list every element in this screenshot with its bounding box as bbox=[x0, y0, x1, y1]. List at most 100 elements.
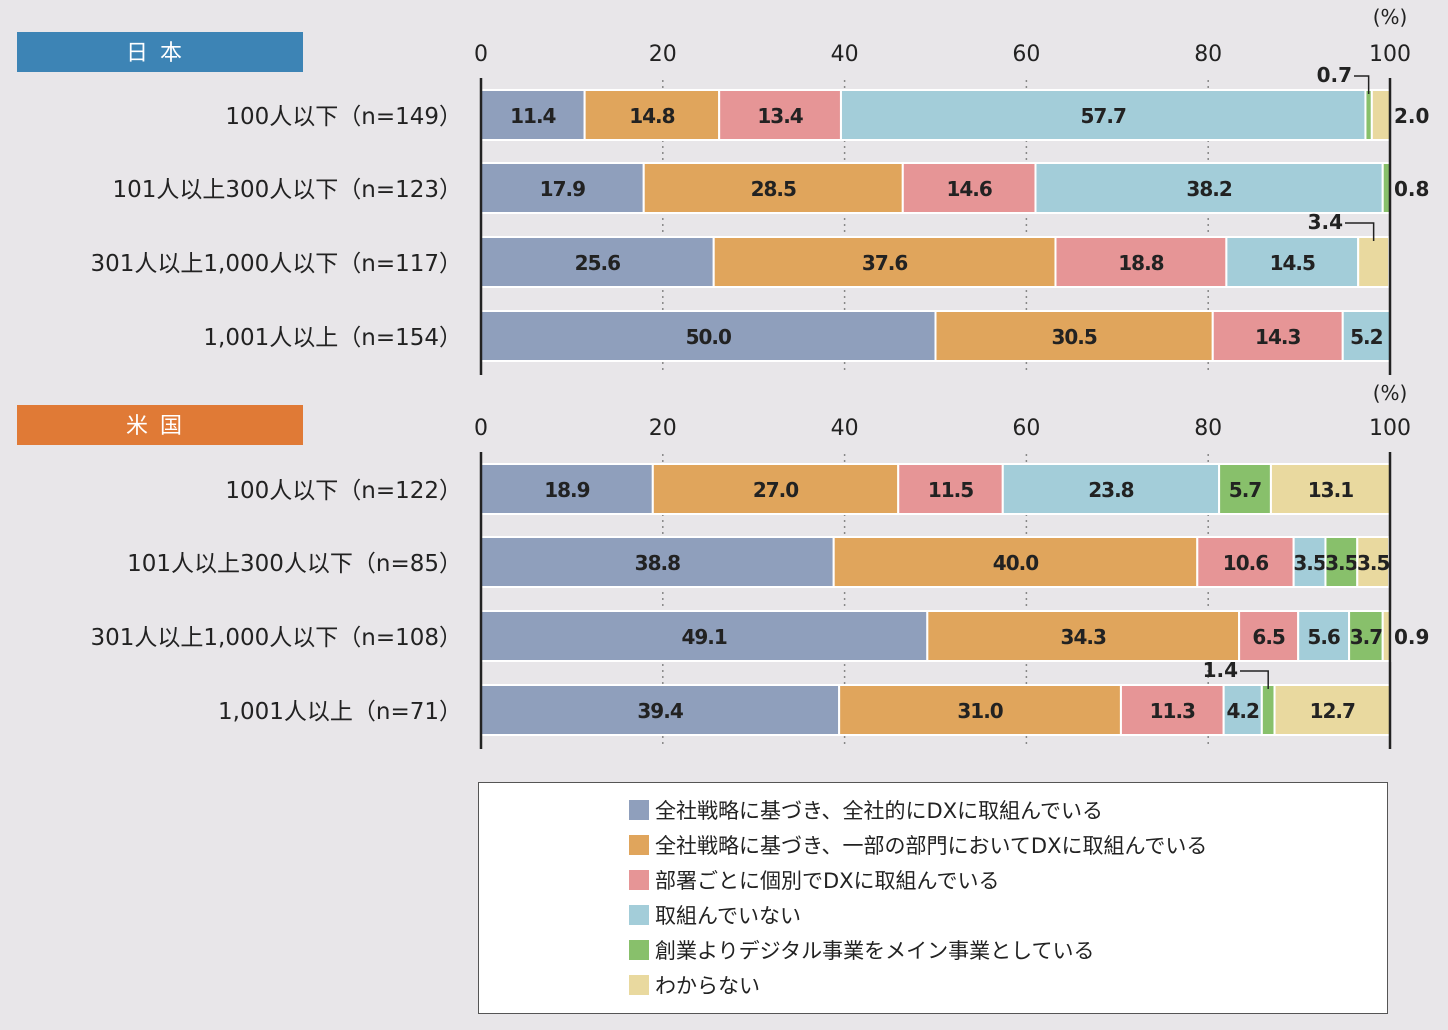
legend-label: 取組んでいない bbox=[655, 904, 801, 928]
label-leader bbox=[1354, 75, 1370, 94]
data-label: 57.7 bbox=[1081, 104, 1126, 128]
panel-title: 日本 bbox=[126, 41, 194, 66]
data-label: 30.5 bbox=[1051, 325, 1096, 349]
data-label: 10.6 bbox=[1223, 551, 1268, 575]
data-label: 3.4 bbox=[1308, 210, 1343, 234]
bar-segment bbox=[1260, 684, 1276, 736]
data-label: 5.2 bbox=[1350, 325, 1383, 349]
data-label: 3.7 bbox=[1350, 625, 1383, 649]
stacked-bar-chart: 日本 (%) 0 20 40 60 80 100 100人以下（n=149） 11.4 14.8 13… bbox=[17, 5, 1429, 749]
legend-item: 全社戦略に基づき、全社的にDXに取組んでいる bbox=[629, 795, 1103, 825]
bar-segment bbox=[1357, 236, 1391, 288]
data-label: 3.5 bbox=[1357, 551, 1390, 575]
bar-segment bbox=[1324, 536, 1359, 588]
data-label: 11.3 bbox=[1150, 699, 1195, 723]
legend-label: わからない bbox=[655, 974, 760, 998]
data-label: 13.1 bbox=[1308, 478, 1353, 502]
data-label: 11.5 bbox=[928, 478, 973, 502]
category-label: 100人以下（n=122） bbox=[225, 478, 462, 504]
data-label: 6.5 bbox=[1252, 625, 1285, 649]
x-tick-label: 0 bbox=[474, 42, 488, 67]
data-label: 1.4 bbox=[1203, 658, 1238, 682]
bar-segment bbox=[1001, 463, 1221, 515]
label-leader bbox=[1345, 222, 1375, 241]
x-tick-label: 40 bbox=[831, 416, 859, 441]
x-tick-label: 60 bbox=[1012, 416, 1040, 441]
legend-item: 部署ごとに個別でDXに取組んでいる bbox=[629, 865, 1000, 895]
bar-segment bbox=[1273, 684, 1392, 736]
legend-label: 全社戦略に基づき、一部の部門においてDXに取組んでいる bbox=[655, 834, 1208, 858]
data-label: 37.6 bbox=[862, 251, 907, 275]
data-label: 28.5 bbox=[751, 177, 796, 201]
legend-item: 全社戦略に基づき、一部の部門においてDXに取組んでいる bbox=[629, 830, 1207, 860]
x-tick-label: 60 bbox=[1012, 42, 1040, 67]
legend-item: 創業よりデジタル事業をメイン事業としている bbox=[629, 935, 1095, 965]
x-tick-label: 20 bbox=[649, 416, 677, 441]
legend-swatch bbox=[629, 870, 649, 890]
legend: 全社戦略に基づき、全社的にDXに取組んでいる 全社戦略に基づき、一部の部門におい… bbox=[478, 782, 1388, 1014]
data-label: 14.5 bbox=[1270, 251, 1315, 275]
bar-segment bbox=[642, 162, 904, 214]
data-label: 49.1 bbox=[681, 625, 726, 649]
category-label: 1,001人以上（n=71） bbox=[218, 699, 462, 725]
data-label: 12.7 bbox=[1310, 699, 1355, 723]
legend-label: 全社戦略に基づき、全社的にDXに取組んでいる bbox=[655, 799, 1104, 823]
x-tick-label: 100 bbox=[1369, 416, 1411, 441]
data-label: 14.3 bbox=[1255, 325, 1300, 349]
bar-segment bbox=[1292, 536, 1327, 588]
bar-segment bbox=[1341, 310, 1392, 362]
bar-segment bbox=[712, 236, 1057, 288]
axis-unit: (%) bbox=[1373, 381, 1408, 405]
legend-label: 部署ごとに個別でDXに取組んでいる bbox=[655, 869, 1000, 893]
bar-segment bbox=[897, 463, 1004, 515]
x-tick-label: 20 bbox=[649, 42, 677, 67]
legend-item: わからない bbox=[629, 970, 760, 1000]
category-label: 101人以上300人以下（n=123） bbox=[112, 177, 462, 203]
legend-item: 取組んでいない bbox=[629, 900, 801, 930]
data-label: 27.0 bbox=[753, 478, 798, 502]
data-label: 0.9 bbox=[1394, 625, 1429, 649]
bar-segment bbox=[934, 310, 1214, 362]
bar-segment bbox=[651, 463, 900, 515]
legend-swatch bbox=[629, 940, 649, 960]
axis-unit: (%) bbox=[1373, 5, 1408, 29]
legend-swatch bbox=[629, 835, 649, 855]
bar-segment bbox=[1211, 310, 1344, 362]
data-label: 40.0 bbox=[993, 551, 1038, 575]
bar-segment bbox=[1225, 236, 1360, 288]
data-label: 14.8 bbox=[629, 104, 674, 128]
data-label: 38.2 bbox=[1186, 177, 1231, 201]
x-tick-label: 80 bbox=[1194, 42, 1222, 67]
data-label: 25.6 bbox=[575, 251, 620, 275]
bar-segment bbox=[1356, 536, 1391, 588]
panel-title: 米国 bbox=[126, 414, 194, 439]
bar-segment bbox=[1269, 463, 1392, 515]
panel-header bbox=[17, 405, 303, 445]
data-label: 38.8 bbox=[635, 551, 680, 575]
data-label: 31.0 bbox=[957, 699, 1002, 723]
legend-label: 創業よりデジタル事業をメイン事業としている bbox=[655, 939, 1095, 963]
bar-segment bbox=[1218, 463, 1272, 515]
data-label: 0.8 bbox=[1394, 177, 1429, 201]
data-label: 5.6 bbox=[1307, 625, 1340, 649]
data-label: 3.5 bbox=[1325, 551, 1358, 575]
bar-segment bbox=[480, 684, 841, 736]
data-label: 17.9 bbox=[540, 177, 585, 201]
x-tick-label: 80 bbox=[1194, 416, 1222, 441]
data-label: 50.0 bbox=[686, 325, 731, 349]
category-label: 101人以上300人以下（n=85） bbox=[127, 551, 462, 577]
label-leader bbox=[1240, 670, 1269, 689]
legend-swatch bbox=[629, 975, 649, 995]
legend-swatch bbox=[629, 905, 649, 925]
bar-segment bbox=[1054, 236, 1228, 288]
data-label: 18.9 bbox=[544, 478, 589, 502]
category-label: 301人以上1,000人以下（n=108） bbox=[91, 625, 463, 651]
data-label: 11.4 bbox=[510, 104, 555, 128]
panel-header bbox=[17, 32, 303, 72]
x-tick-label: 40 bbox=[831, 42, 859, 67]
data-label: 2.0 bbox=[1394, 104, 1429, 128]
data-label: 39.4 bbox=[637, 699, 682, 723]
category-label: 1,001人以上（n=154） bbox=[203, 325, 462, 351]
legend-swatch bbox=[629, 800, 649, 820]
bar-segment bbox=[480, 536, 835, 588]
